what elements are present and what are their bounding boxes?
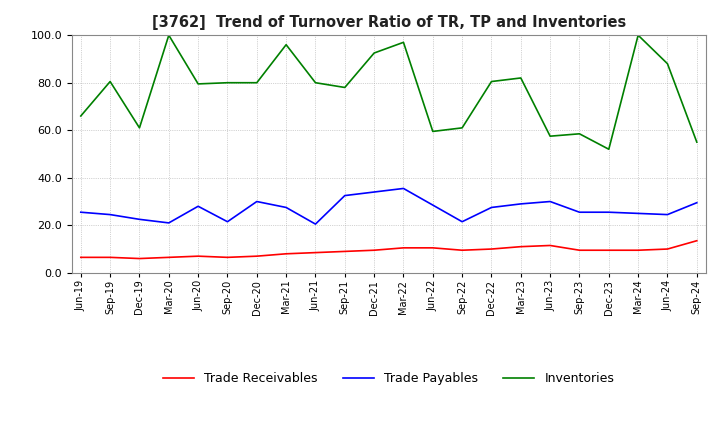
Trade Payables	[194, 204, 202, 209]
Legend: Trade Receivables, Trade Payables, Inventories: Trade Receivables, Trade Payables, Inven…	[158, 367, 619, 390]
Line: Inventories: Inventories	[81, 35, 697, 149]
Trade Payables	[428, 202, 437, 208]
Trade Receivables	[194, 253, 202, 259]
Trade Payables	[164, 220, 173, 226]
Trade Receivables	[223, 255, 232, 260]
Inventories	[546, 133, 554, 139]
Trade Receivables	[399, 245, 408, 250]
Inventories	[341, 85, 349, 90]
Trade Receivables	[311, 250, 320, 255]
Inventories	[223, 80, 232, 85]
Inventories	[282, 42, 290, 48]
Trade Receivables	[487, 246, 496, 252]
Inventories	[605, 147, 613, 152]
Title: [3762]  Trend of Turnover Ratio of TR, TP and Inventories: [3762] Trend of Turnover Ratio of TR, TP…	[152, 15, 626, 30]
Trade Payables	[253, 199, 261, 204]
Trade Payables	[575, 209, 584, 215]
Trade Receivables	[546, 243, 554, 248]
Trade Payables	[458, 219, 467, 224]
Trade Payables	[311, 221, 320, 227]
Inventories	[693, 139, 701, 145]
Trade Receivables	[428, 245, 437, 250]
Inventories	[428, 129, 437, 134]
Trade Payables	[399, 186, 408, 191]
Trade Receivables	[135, 256, 144, 261]
Trade Receivables	[370, 248, 379, 253]
Inventories	[370, 50, 379, 55]
Inventories	[634, 33, 642, 38]
Trade Receivables	[282, 251, 290, 257]
Line: Trade Receivables: Trade Receivables	[81, 241, 697, 259]
Trade Receivables	[516, 244, 525, 249]
Trade Payables	[76, 209, 85, 215]
Trade Payables	[106, 212, 114, 217]
Trade Payables	[223, 219, 232, 224]
Line: Trade Payables: Trade Payables	[81, 188, 697, 224]
Inventories	[663, 61, 672, 66]
Trade Receivables	[458, 248, 467, 253]
Trade Payables	[487, 205, 496, 210]
Trade Receivables	[605, 248, 613, 253]
Trade Receivables	[693, 238, 701, 243]
Inventories	[135, 125, 144, 131]
Inventories	[253, 80, 261, 85]
Trade Payables	[546, 199, 554, 204]
Inventories	[106, 79, 114, 84]
Trade Payables	[663, 212, 672, 217]
Trade Payables	[370, 189, 379, 194]
Trade Payables	[693, 200, 701, 205]
Inventories	[311, 80, 320, 85]
Inventories	[516, 75, 525, 81]
Trade Receivables	[253, 253, 261, 259]
Inventories	[76, 114, 85, 119]
Inventories	[194, 81, 202, 87]
Trade Receivables	[106, 255, 114, 260]
Trade Receivables	[164, 255, 173, 260]
Trade Payables	[516, 201, 525, 206]
Trade Receivables	[341, 249, 349, 254]
Trade Payables	[634, 211, 642, 216]
Trade Receivables	[76, 255, 85, 260]
Inventories	[458, 125, 467, 131]
Trade Payables	[282, 205, 290, 210]
Trade Receivables	[575, 248, 584, 253]
Inventories	[487, 79, 496, 84]
Trade Payables	[341, 193, 349, 198]
Trade Payables	[135, 216, 144, 222]
Trade Payables	[605, 209, 613, 215]
Trade Receivables	[663, 246, 672, 252]
Trade Receivables	[634, 248, 642, 253]
Inventories	[575, 131, 584, 136]
Inventories	[164, 33, 173, 38]
Inventories	[399, 40, 408, 45]
